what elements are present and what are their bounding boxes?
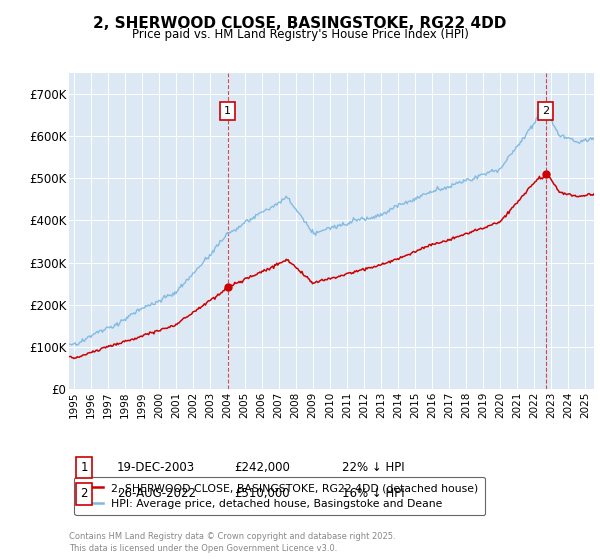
Text: £510,000: £510,000	[234, 487, 290, 501]
Text: 2: 2	[80, 487, 88, 501]
Text: 1: 1	[80, 461, 88, 474]
Text: 1: 1	[224, 106, 231, 116]
Text: 2: 2	[542, 106, 549, 116]
Text: 16% ↓ HPI: 16% ↓ HPI	[342, 487, 404, 501]
Text: 22% ↓ HPI: 22% ↓ HPI	[342, 461, 404, 474]
Text: 26-AUG-2022: 26-AUG-2022	[117, 487, 196, 501]
Text: 19-DEC-2003: 19-DEC-2003	[117, 461, 195, 474]
Text: Contains HM Land Registry data © Crown copyright and database right 2025.
This d: Contains HM Land Registry data © Crown c…	[69, 533, 395, 553]
Text: £242,000: £242,000	[234, 461, 290, 474]
Text: Price paid vs. HM Land Registry's House Price Index (HPI): Price paid vs. HM Land Registry's House …	[131, 28, 469, 41]
Legend: 2, SHERWOOD CLOSE, BASINGSTOKE, RG22 4DD (detached house), HPI: Average price, d: 2, SHERWOOD CLOSE, BASINGSTOKE, RG22 4DD…	[74, 477, 485, 515]
Text: 2, SHERWOOD CLOSE, BASINGSTOKE, RG22 4DD: 2, SHERWOOD CLOSE, BASINGSTOKE, RG22 4DD	[94, 16, 506, 31]
